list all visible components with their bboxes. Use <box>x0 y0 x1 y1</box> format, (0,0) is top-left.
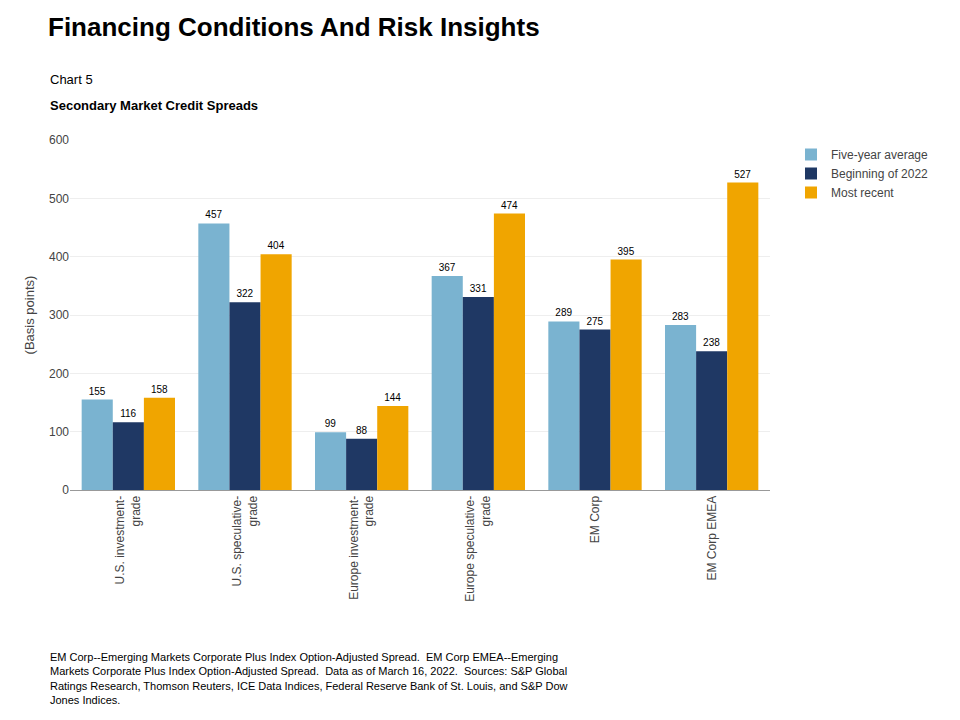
svg-text:275: 275 <box>586 316 603 327</box>
svg-text:100: 100 <box>49 425 69 439</box>
svg-text:88: 88 <box>356 425 368 436</box>
svg-text:U.S. investment-grade: U.S. investment-grade <box>113 495 143 584</box>
svg-text:EM Corp: EM Corp <box>588 495 602 543</box>
svg-text:144: 144 <box>384 392 401 403</box>
svg-text:404: 404 <box>268 240 285 251</box>
svg-text:457: 457 <box>205 209 222 220</box>
svg-text:322: 322 <box>236 288 253 299</box>
svg-text:EM Corp--Emerging Markets Corp: EM Corp--Emerging Markets Corporate Plus… <box>50 651 568 706</box>
svg-text:400: 400 <box>49 250 69 264</box>
svg-text:474: 474 <box>501 200 518 211</box>
svg-text:289: 289 <box>555 307 572 318</box>
svg-text:0: 0 <box>62 483 69 497</box>
svg-text:Europe investment-grade: Europe investment-grade <box>347 495 377 599</box>
svg-text:Five-year average: Five-year average <box>831 148 928 162</box>
svg-text:300: 300 <box>49 308 69 322</box>
svg-text:Financing Conditions And Risk: Financing Conditions And Risk Insights <box>48 12 540 42</box>
svg-text:116: 116 <box>120 408 136 419</box>
svg-text:367: 367 <box>439 262 456 273</box>
svg-text:331: 331 <box>470 283 487 294</box>
svg-text:Secondary Market Credit Spread: Secondary Market Credit Spreads <box>50 98 258 113</box>
svg-text:238: 238 <box>703 337 720 348</box>
svg-text:600: 600 <box>49 133 69 147</box>
svg-text:395: 395 <box>618 246 635 257</box>
svg-text:158: 158 <box>151 384 168 395</box>
svg-text:155: 155 <box>89 386 106 397</box>
svg-text:Most recent: Most recent <box>831 186 894 200</box>
svg-text:200: 200 <box>49 367 69 381</box>
svg-text:500: 500 <box>49 192 69 206</box>
svg-text:527: 527 <box>734 169 751 180</box>
svg-text:U.S. speculative-grade: U.S. speculative-grade <box>230 495 260 586</box>
svg-text:Beginning of 2022: Beginning of 2022 <box>831 167 928 181</box>
svg-text:Europe speculative-grade: Europe speculative-grade <box>463 495 493 601</box>
svg-text:(Basis points): (Basis points) <box>22 276 37 355</box>
svg-text:EM Corp EMEA: EM Corp EMEA <box>705 496 719 581</box>
svg-text:99: 99 <box>325 418 337 429</box>
svg-text:283: 283 <box>672 311 689 322</box>
svg-text:Chart 5: Chart 5 <box>50 72 93 87</box>
